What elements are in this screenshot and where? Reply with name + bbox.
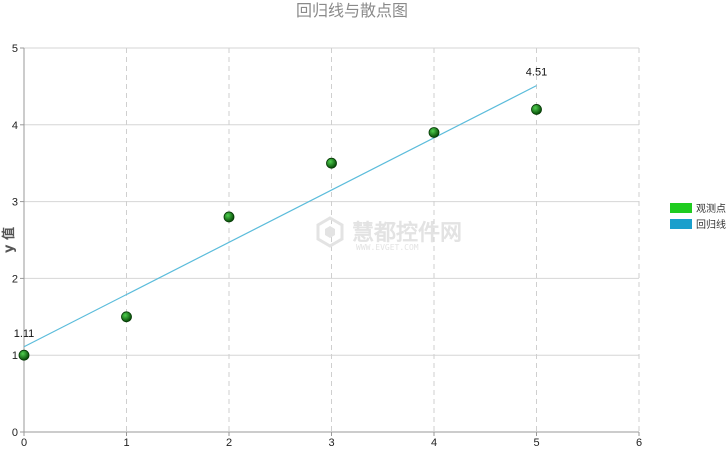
legend-label: 回归线 bbox=[696, 218, 726, 231]
regression-line bbox=[23, 85, 537, 348]
y-tick-label: 3 bbox=[12, 197, 18, 209]
scatter-point bbox=[18, 349, 30, 361]
regression-series: 1.11 4.51 bbox=[14, 67, 547, 348]
x-tick-label: 1 bbox=[123, 437, 129, 449]
scatter-series bbox=[18, 104, 542, 361]
y-tick-label: 0 bbox=[12, 427, 18, 439]
scatter-point bbox=[531, 104, 542, 115]
scatter-point bbox=[223, 211, 235, 223]
x-tick-label: 6 bbox=[636, 437, 642, 449]
x-tick-label: 3 bbox=[328, 437, 334, 449]
regression-data-label: 4.51 bbox=[526, 67, 547, 79]
y-tick-label: 5 bbox=[12, 43, 18, 55]
chart-title: 回归线与散点图 bbox=[296, 1, 408, 20]
scatter-point bbox=[121, 311, 132, 323]
watermark-text: 慧都控件网 bbox=[352, 220, 462, 246]
x-tick-label: 0 bbox=[21, 437, 27, 449]
watermark-subtext: WWW.EVGET.COM bbox=[356, 243, 419, 252]
x-tick-label: 4 bbox=[431, 437, 437, 449]
grid bbox=[23, 47, 640, 432]
y-tick-label: 2 bbox=[12, 273, 18, 285]
x-tick-label: 2 bbox=[226, 437, 232, 449]
watermark-icon bbox=[316, 216, 344, 248]
scatter-point bbox=[428, 127, 440, 138]
y-tick-label: 4 bbox=[12, 120, 18, 132]
y-axis-label: y 值 bbox=[1, 227, 17, 253]
watermark-logo: 慧都控件网 WWW.EVGET.COM bbox=[316, 216, 462, 252]
legend-label: 观测点 bbox=[696, 202, 726, 215]
y-tick-label: 1 bbox=[12, 350, 18, 362]
legend-swatch bbox=[670, 203, 692, 213]
scatter-point bbox=[326, 157, 337, 169]
x-tick-label: 5 bbox=[533, 437, 539, 449]
axes bbox=[20, 47, 640, 436]
y-tick-labels: 0 1 2 3 4 5 bbox=[12, 43, 18, 439]
regression-data-label: 1.11 bbox=[14, 328, 35, 340]
x-tick-labels: 0 1 2 3 4 5 6 bbox=[21, 437, 642, 449]
legend-swatch bbox=[670, 219, 692, 229]
